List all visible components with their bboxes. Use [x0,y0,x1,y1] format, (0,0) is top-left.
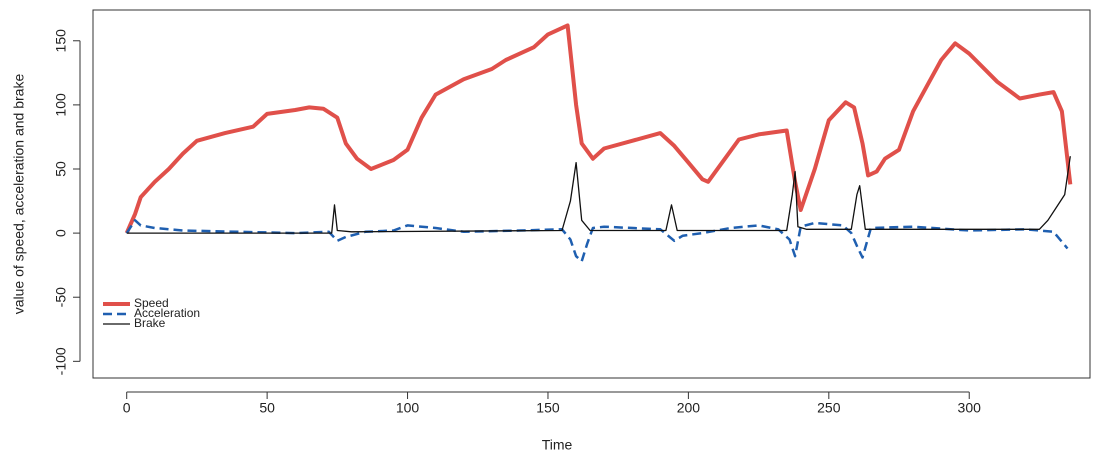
y-tick-label: 150 [53,29,69,53]
x-tick-label: 100 [396,400,420,416]
x-tick-label: 200 [677,400,701,416]
chart: Time value of speed, acceleration and br… [0,0,1115,460]
y-tick-label: 0 [53,229,69,237]
y-tick-label: 100 [53,93,69,117]
x-tick-label: 50 [259,400,275,416]
x-tick-label: 150 [536,400,560,416]
x-tick-label: 0 [123,400,131,416]
series-line [127,25,1071,233]
y-tick-label: -50 [53,287,69,307]
series-line [127,220,1068,261]
x-axis-title: Time [542,437,573,453]
y-axis-title: value of speed, acceleration and brake [11,74,27,315]
x-tick-label: 300 [958,400,982,416]
y-tick-label: -100 [53,347,69,375]
legend-label: Brake [134,316,166,330]
x-tick-label: 250 [817,400,841,416]
series-line [127,156,1071,233]
y-tick-label: 50 [53,161,69,177]
